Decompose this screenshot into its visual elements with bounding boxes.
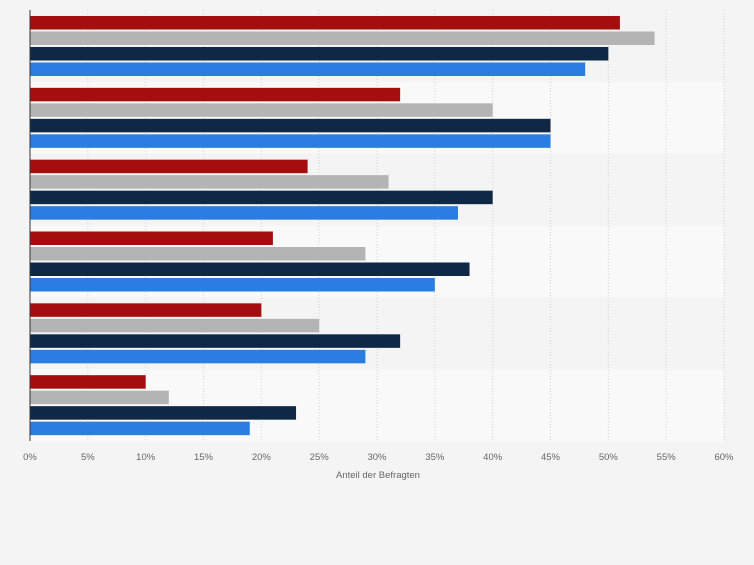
bar — [30, 278, 435, 292]
bar — [30, 175, 389, 189]
x-tick-labels: 0% 5% 10% 15% 20% 25% 30% 35% 40% 45% 50% 55% 60% — [23, 452, 734, 463]
bar — [30, 103, 493, 117]
bar — [30, 62, 586, 76]
bar — [30, 349, 366, 364]
x-tick-label: 15% — [194, 452, 214, 463]
x-tick-label: 35% — [425, 452, 445, 463]
bar — [30, 303, 262, 317]
x-tick-label: 25% — [310, 452, 330, 463]
x-tick-label: 30% — [367, 452, 387, 463]
x-axis-title: Anteil der Befragten — [336, 470, 420, 481]
x-tick-label: 5% — [81, 452, 95, 463]
bar — [30, 190, 493, 205]
bar — [30, 375, 146, 389]
x-tick-label: 10% — [136, 452, 156, 463]
bar — [30, 159, 308, 174]
x-tick-label: 40% — [483, 452, 503, 463]
bar — [30, 231, 273, 245]
bars — [30, 16, 655, 436]
x-tick-label: 50% — [599, 452, 619, 463]
bar — [30, 318, 320, 333]
x-tick-label: 55% — [657, 452, 677, 463]
x-tick-label: 20% — [252, 452, 272, 463]
x-tick-label: 45% — [541, 452, 561, 463]
bar — [30, 262, 470, 276]
bar — [30, 47, 609, 61]
bar — [30, 206, 458, 220]
x-tick-label: 0% — [23, 452, 37, 463]
bar — [30, 16, 620, 30]
bar — [30, 247, 366, 261]
x-tick-label: 60% — [714, 452, 734, 463]
bar — [30, 421, 250, 436]
bar — [30, 31, 655, 45]
bar — [30, 87, 401, 102]
bar — [30, 118, 551, 133]
bar — [30, 134, 551, 148]
bar — [30, 334, 401, 348]
bar — [30, 406, 297, 420]
bar — [30, 390, 169, 405]
